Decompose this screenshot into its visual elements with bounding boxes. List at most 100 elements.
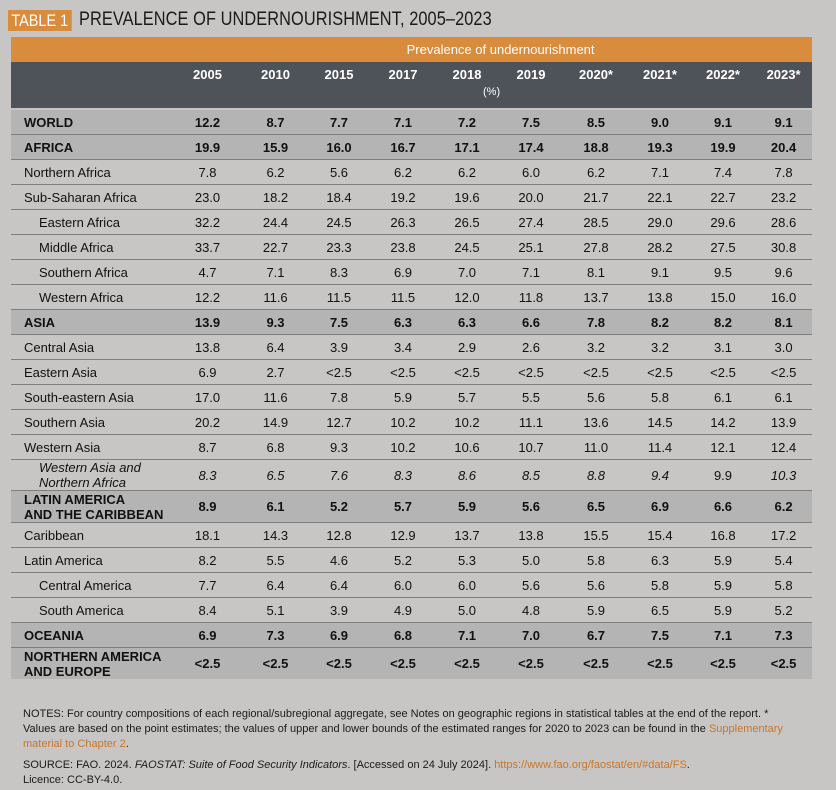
value-cell: 7.5 xyxy=(307,309,371,335)
value-cell: 22.7 xyxy=(244,234,307,260)
value-cell: 9.9 xyxy=(691,459,755,491)
value-cell: 10.6 xyxy=(435,434,499,460)
value-cell: 6.9 xyxy=(171,622,244,648)
table-row: Southern Asia 20.2 14.9 12.7 10.2 10.2 11.1 13.… xyxy=(11,409,813,435)
value-cell: 15.9 xyxy=(244,134,307,160)
value-cell: 23.3 xyxy=(307,234,371,260)
value-cell: 5.2 xyxy=(371,547,435,573)
table-row: AFRICA 19.9 15.9 16.0 16.7 17.1 17.4 18.8 19.3 19… xyxy=(11,134,813,160)
value-cell: 5.8 xyxy=(563,547,629,573)
value-cell: 24.4 xyxy=(244,209,307,235)
value-cell: 18.4 xyxy=(307,184,371,210)
value-cell: 5.9 xyxy=(435,490,499,523)
value-cell: 9.1 xyxy=(629,259,691,285)
table-body: WORLD 12.2 8.7 7.7 7.1 7.2 7.5 8.5 9.0 9.1 9.1 AFRI… xyxy=(11,110,813,679)
value-cell: 7.6 xyxy=(307,459,371,491)
value-cell: 9.5 xyxy=(691,259,755,285)
value-cell: 13.9 xyxy=(755,409,813,435)
table-row: South-eastern Asia 17.0 11.6 7.8 5.9 5.7 5.5 5.… xyxy=(11,384,813,410)
value-cell: 28.6 xyxy=(755,209,813,235)
value-cell: 6.4 xyxy=(307,572,371,598)
table-row: Western Africa 12.2 11.6 11.5 11.5 12.0 11.8 13… xyxy=(11,284,813,310)
value-cell: 26.3 xyxy=(371,209,435,235)
value-cell: 12.9 xyxy=(371,522,435,548)
value-cell: 7.0 xyxy=(435,259,499,285)
value-cell: 22.7 xyxy=(691,184,755,210)
value-cell: 12.2 xyxy=(171,110,244,135)
supplementary-link[interactable]: Supplementary material to Chapter 2 xyxy=(23,723,783,750)
value-cell: 8.2 xyxy=(629,309,691,335)
value-cell: 6.8 xyxy=(371,622,435,648)
table-row: Central America 7.7 6.4 6.4 6.0 6.0 5.6 5.6 5.8 5… xyxy=(11,572,813,598)
value-cell: 5.6 xyxy=(563,384,629,410)
value-cell: 2.9 xyxy=(435,334,499,360)
table-row: Western Asia and Northern Africa 8.3 6.5 7.6… xyxy=(11,459,813,491)
value-cell: 3.0 xyxy=(755,334,813,360)
row-label: WORLD xyxy=(11,110,171,135)
value-cell: 24.5 xyxy=(307,209,371,235)
value-cell: 16.7 xyxy=(371,134,435,160)
table-row: LATIN AMERICA AND THE CARIBBEAN 8.9 6.1 5.2 5… xyxy=(11,490,813,523)
value-cell: 5.3 xyxy=(435,547,499,573)
value-cell: 3.1 xyxy=(691,334,755,360)
value-cell: 19.6 xyxy=(435,184,499,210)
value-cell: 9.1 xyxy=(755,110,813,135)
row-label: Western Asia xyxy=(11,434,171,460)
value-cell: 6.5 xyxy=(244,459,307,491)
value-cell: 7.8 xyxy=(307,384,371,410)
value-cell: 8.5 xyxy=(499,459,563,491)
value-cell: 7.8 xyxy=(755,159,813,185)
table-row: South America 8.4 5.1 3.9 4.9 5.0 4.8 5.9 6.5 5.9… xyxy=(11,597,813,623)
unit-label: (%) xyxy=(171,86,813,108)
value-cell: 8.3 xyxy=(171,459,244,491)
value-cell: 24.5 xyxy=(435,234,499,260)
value-cell: 8.7 xyxy=(244,110,307,135)
value-cell: <2.5 xyxy=(435,359,499,385)
value-cell: 19.3 xyxy=(629,134,691,160)
value-cell: 5.6 xyxy=(499,572,563,598)
value-cell: 13.8 xyxy=(629,284,691,310)
faostat-link[interactable]: https://www.fao.org/faostat/en/#data/FS xyxy=(494,759,687,771)
year-header-cell: 2017 xyxy=(371,62,435,86)
year-header-blank xyxy=(11,62,171,86)
year-header-row: 2005 2010 2015 2017 2018 2019 2020* 2021* 2022* 2… xyxy=(11,62,813,86)
value-cell: 14.2 xyxy=(691,409,755,435)
value-cell: 15.0 xyxy=(691,284,755,310)
table-row: Sub-Saharan Africa 23.0 18.2 18.4 19.2 19.6 20… xyxy=(11,184,813,210)
value-cell: 5.9 xyxy=(691,597,755,623)
value-cell: 11.1 xyxy=(499,409,563,435)
page-title: PREVALENCE OF UNDERNOURISHMENT, 2005–202… xyxy=(78,9,492,30)
value-cell: <2.5 xyxy=(244,647,307,679)
value-cell: 18.1 xyxy=(171,522,244,548)
value-cell: 8.1 xyxy=(563,259,629,285)
value-cell: 5.2 xyxy=(307,490,371,523)
row-label: Middle Africa xyxy=(11,234,171,260)
value-cell: 7.1 xyxy=(371,110,435,135)
value-cell: 6.2 xyxy=(563,159,629,185)
value-cell: 6.2 xyxy=(371,159,435,185)
value-cell: 14.9 xyxy=(244,409,307,435)
value-cell: 30.8 xyxy=(755,234,813,260)
value-cell: <2.5 xyxy=(435,647,499,679)
licence-text: Licence: CC-BY-4.0. xyxy=(23,774,123,786)
row-label: Southern Asia xyxy=(11,409,171,435)
table-row: Central Asia 13.8 6.4 3.9 3.4 2.9 2.6 3.2 3.2 3.1… xyxy=(11,334,813,360)
year-header-cell: 2010 xyxy=(244,62,307,86)
value-cell: 7.3 xyxy=(244,622,307,648)
value-cell: 7.1 xyxy=(244,259,307,285)
value-cell: 17.1 xyxy=(435,134,499,160)
value-cell: 6.3 xyxy=(371,309,435,335)
row-label: Western Asia and Northern Africa xyxy=(11,459,171,491)
value-cell: 5.5 xyxy=(244,547,307,573)
value-cell: 27.4 xyxy=(499,209,563,235)
value-cell: 23.8 xyxy=(371,234,435,260)
value-cell: 12.8 xyxy=(307,522,371,548)
row-label: AFRICA xyxy=(11,134,171,160)
value-cell: 20.2 xyxy=(171,409,244,435)
value-cell: 6.9 xyxy=(307,622,371,648)
value-cell: 8.4 xyxy=(171,597,244,623)
table-title-row: TABLE 1 PREVALENCE OF UNDERNOURISHMENT, … xyxy=(8,8,559,32)
value-cell: 8.3 xyxy=(371,459,435,491)
table-notes: NOTES: For country compositions of each … xyxy=(23,707,793,788)
value-cell: 5.4 xyxy=(755,547,813,573)
